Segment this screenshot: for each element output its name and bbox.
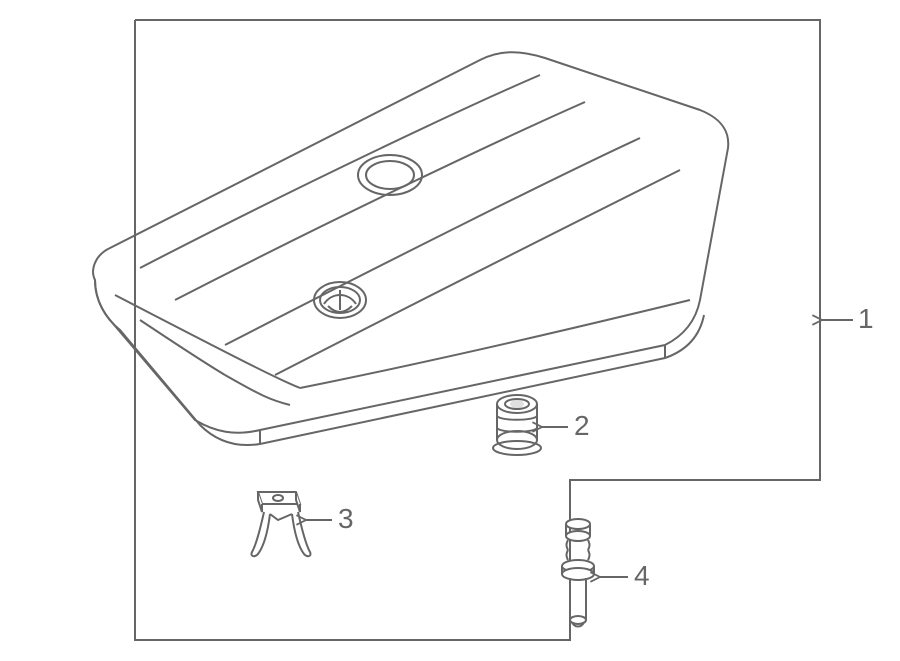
grommet <box>493 395 541 455</box>
retaining-clip <box>251 492 310 556</box>
callout-label-3: 3 <box>338 503 354 535</box>
engine-cover <box>93 52 728 445</box>
assembly-boundary <box>135 20 820 640</box>
stud-bolt <box>562 519 594 627</box>
callout-label-2: 2 <box>574 410 590 442</box>
callout-label-1: 1 <box>858 303 874 335</box>
callout-label-4: 4 <box>634 560 650 592</box>
badge-emblem <box>314 282 366 318</box>
parts-diagram <box>0 0 900 661</box>
